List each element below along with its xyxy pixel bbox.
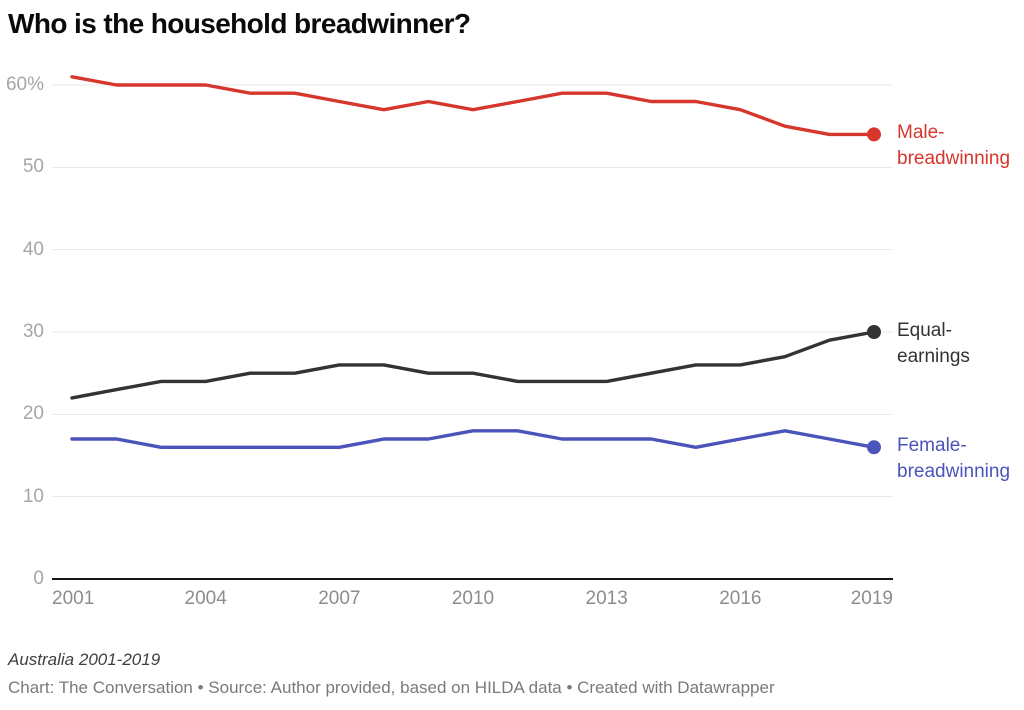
y-axis-tick-label: 50 xyxy=(22,156,44,178)
y-axis-tick-label: 10 xyxy=(22,485,44,507)
x-axis-tick-label: 2016 xyxy=(719,588,762,609)
end-dot-male-breadwinning xyxy=(867,127,882,142)
x-axis-tick-label: 2019 xyxy=(850,588,893,609)
series-label-equal-earnings: Equal-earnings xyxy=(897,320,970,367)
line-equal-earnings xyxy=(70,330,876,400)
y-axis-tick-label: 20 xyxy=(22,403,44,425)
line-female-breadwinning xyxy=(70,429,876,449)
y-axis-tick-label: 40 xyxy=(22,238,44,260)
chart-title: Who is the household breadwinner? xyxy=(8,8,471,39)
y-axis-tick-label: 60% xyxy=(5,74,44,95)
x-axis-tick-label: 2013 xyxy=(585,588,628,609)
x-axis-tick-label: 2004 xyxy=(184,588,227,609)
series-label-male-breadwinning: Male-breadwinning xyxy=(897,122,1011,170)
y-axis-tick-label: 0 xyxy=(33,568,44,589)
chart-subtitle: Australia 2001-2019 xyxy=(8,650,161,669)
y-axis-tick-label: 30 xyxy=(22,321,44,342)
chart-credit: Chart: The Conversation • Source: Author… xyxy=(8,678,775,697)
line-male-breadwinning xyxy=(70,75,876,137)
series-label-female-breadwinning: Female-breadwinning xyxy=(897,435,1011,483)
x-axis-tick-label: 2007 xyxy=(318,588,361,609)
x-axis-tick-label: 2001 xyxy=(52,588,95,609)
x-axis-tick-label: 2010 xyxy=(451,588,495,609)
end-dot-equal-earnings xyxy=(867,325,882,340)
end-dot-female-breadwinning xyxy=(867,440,882,455)
